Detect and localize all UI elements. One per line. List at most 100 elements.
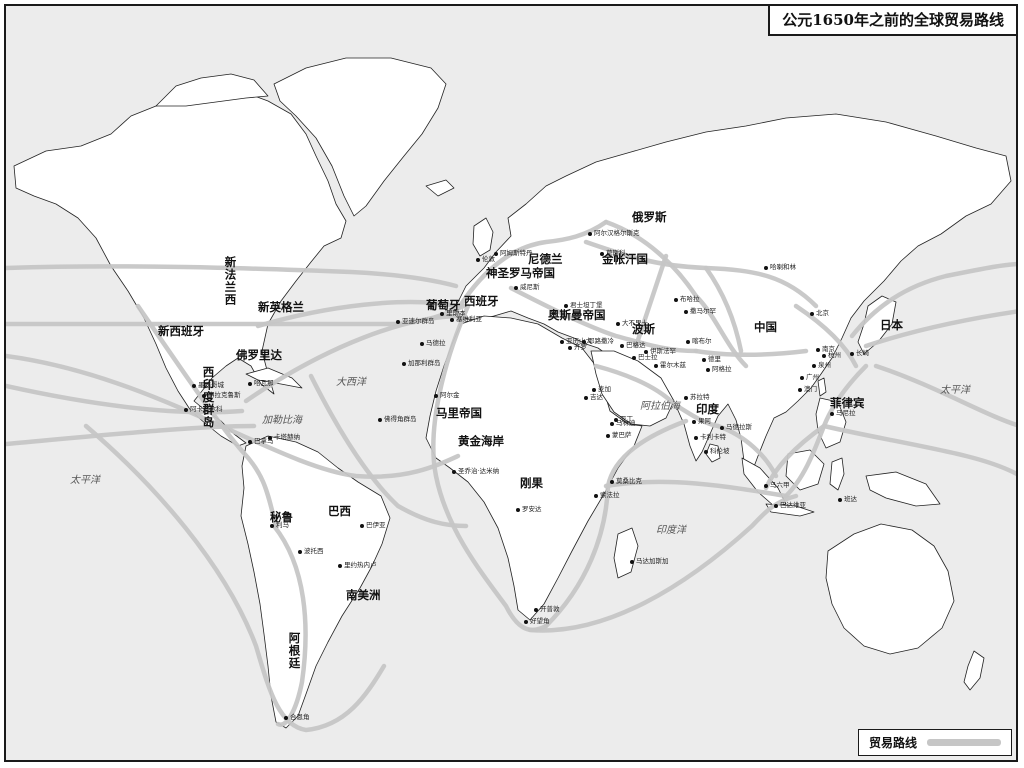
map-title: 公元1650年之前的全球贸易路线: [768, 6, 1016, 36]
city-dot-canton: [800, 376, 804, 380]
city-label-aden: 亚丁: [620, 415, 633, 423]
city-label-cartagena: 卡塔赫纳: [274, 433, 300, 441]
city-label-madras: 马德拉斯: [726, 423, 752, 431]
city-label-goa: 果阿: [698, 417, 711, 425]
landmass-philippines: [815, 397, 847, 449]
city-label-luanda: 罗安达: [522, 505, 542, 513]
label-spain: 西班牙: [464, 294, 499, 308]
city-dot-macau: [798, 388, 802, 392]
city-dot-batavia: [774, 504, 778, 508]
city-label-london: 伦敦: [482, 255, 495, 263]
label-china: 中国: [754, 320, 777, 334]
city-dot-hangzhou: [822, 354, 826, 358]
label-holy-roman-empire: 神圣罗马帝国: [486, 266, 555, 280]
city-label-elmina: 圣乔治·达米纳: [458, 467, 500, 475]
label-golden-horde: 金帐汗国: [602, 252, 648, 266]
city-dot-luanda: [516, 508, 520, 512]
city-dot-cairo: [568, 346, 572, 350]
city-dot-colombo: [704, 450, 708, 454]
city-dot-sofala: [594, 494, 598, 498]
city-label-macau: 澳门: [804, 385, 817, 393]
label-new-spain: 新西班牙: [158, 324, 204, 338]
city-label-sofala: 索法拉: [600, 491, 620, 499]
city-dot-cape-good-hope: [524, 620, 528, 624]
city-label-malindi: 马林迪: [616, 419, 636, 427]
trade-route-30: [793, 303, 859, 369]
city-dot-madagascar: [630, 560, 634, 564]
city-dot-moscow: [600, 252, 604, 256]
city-dot-cape-town: [534, 608, 538, 612]
city-dot-jerusalem: [582, 340, 586, 344]
city-label-cairo: 开罗: [574, 343, 587, 351]
city-dot-mecca: [592, 388, 596, 392]
city-dot-hormuz: [654, 364, 658, 368]
city-label-alexandria: 亚历山大: [566, 337, 592, 345]
city-dot-arguin: [434, 394, 438, 398]
trade-route-22: [715, 423, 779, 479]
city-label-canton: 广州: [806, 373, 819, 381]
trade-route-9: [308, 373, 469, 529]
city-dot-calicut: [694, 436, 698, 440]
label-persia: 波斯: [632, 322, 655, 336]
trade-route-26: [873, 363, 1016, 428]
legend-route-swatch: [927, 739, 1001, 746]
city-label-lima: 利马: [276, 521, 289, 529]
city-dot-amsterdam: [494, 252, 498, 256]
city-label-mecca: 麦加: [598, 385, 611, 393]
label-arabian-sea: 阿拉伯海: [640, 401, 680, 412]
city-label-venice: 威尼斯: [520, 283, 540, 291]
city-dot-mexico-city: [192, 384, 196, 388]
city-dot-cartagena: [268, 436, 272, 440]
landmass-greenland: [273, 57, 447, 217]
label-russia: 俄罗斯: [632, 210, 667, 224]
city-label-moscow: 莫斯科: [606, 249, 626, 257]
city-dot-lima: [270, 524, 274, 528]
city-dot-karakorum: [764, 266, 768, 270]
trade-route-28: [703, 265, 744, 354]
city-label-cape-verde: 佛得角群岛: [384, 415, 417, 423]
city-label-seville: 塞维利亚: [456, 315, 482, 323]
trade-route-1: [6, 264, 459, 289]
label-brazil: 巴西: [328, 504, 351, 518]
label-mali-empire: 马里帝国: [436, 406, 482, 420]
city-dot-bukhara: [674, 298, 678, 302]
city-label-cape-good-hope: 好望角: [530, 617, 550, 625]
city-dot-madras: [720, 426, 724, 430]
city-label-hangzhou: 杭州: [828, 351, 841, 359]
city-dot-london: [476, 258, 480, 262]
city-dot-quanzhou: [812, 364, 816, 368]
landmass-new-zealand: [963, 650, 985, 691]
city-dot-azores: [396, 320, 400, 324]
city-label-kabul: 喀布尔: [692, 337, 712, 345]
city-label-manila: 马尼拉: [836, 409, 856, 417]
city-label-rio: 里约热内卢: [344, 561, 377, 569]
city-label-potosi: 波托西: [304, 547, 324, 555]
city-dot-mozambique: [610, 480, 614, 484]
city-label-batavia: 巴达维亚: [780, 501, 806, 509]
city-dot-acapulco: [184, 408, 188, 412]
city-dot-panama: [248, 440, 252, 444]
trade-route-14: [603, 479, 789, 499]
city-label-archangel: 阿尔汉格尔斯克: [594, 229, 640, 237]
city-label-samarkand: 撒马尔罕: [690, 307, 716, 315]
city-label-nanjing: 南京: [822, 345, 835, 353]
city-label-beijing: 北京: [816, 309, 829, 317]
map-frame: 公元1650年之前的全球贸易路线 新法兰西 新英格兰 新西班牙 佛罗里达 西印度群岛 葡萄…: [4, 4, 1018, 762]
city-label-canaries: 加那利群岛: [408, 359, 441, 367]
city-label-banda: 班达: [844, 495, 857, 503]
city-dot-samarkand: [684, 310, 688, 314]
city-dot-surat: [684, 396, 688, 400]
landmass-sulawesi: [829, 457, 845, 491]
city-dot-kabul: [686, 340, 690, 344]
city-label-amsterdam: 阿姆斯特丹: [500, 249, 533, 257]
city-label-hormuz: 霍尔木兹: [660, 361, 686, 369]
city-dot-manila: [830, 412, 834, 416]
city-label-mombasa: 蒙巴萨: [612, 431, 632, 439]
city-label-quanzhou: 泉州: [818, 361, 831, 369]
city-label-nagasaki: 长崎: [856, 349, 869, 357]
label-argentina: 阿根廷: [287, 632, 302, 670]
label-south-america: 南美洲: [346, 588, 381, 602]
city-label-madagascar: 马达加斯加: [636, 557, 669, 565]
city-label-tabriz: 大不里士: [622, 319, 648, 327]
trade-route-29: [633, 253, 669, 349]
